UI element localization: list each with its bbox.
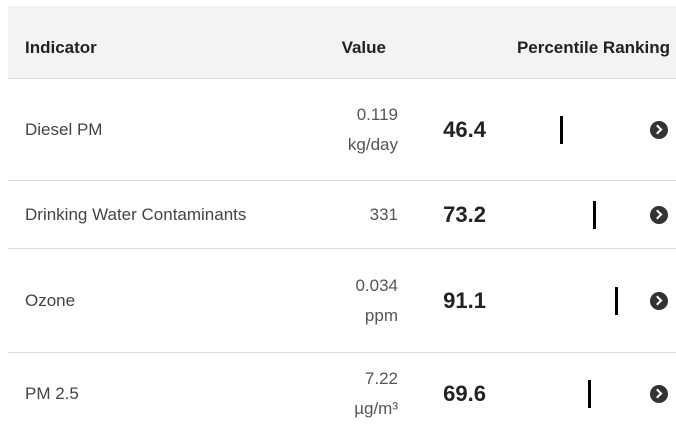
percentile-bar <box>504 287 627 315</box>
value-number: 0.119 <box>356 105 398 124</box>
table-row: PM 2.5 7.22 µg/m³ 69.6 <box>8 352 676 434</box>
indicator-value: 0.034 ppm <box>355 271 398 331</box>
percentile-bar <box>504 116 627 144</box>
details-button[interactable] <box>650 206 668 224</box>
indicator-value: 331 <box>370 200 398 230</box>
header-value: Value <box>341 38 386 57</box>
percentile-number: 73.2 <box>443 202 486 227</box>
indicator-name: Drinking Water Contaminants <box>25 205 247 224</box>
table-row: Drinking Water Contaminants 331 73.2 <box>8 180 676 249</box>
indicator-value: 0.119 kg/day <box>348 100 398 160</box>
value-number: 331 <box>369 205 398 224</box>
indicator-name: PM 2.5 <box>25 383 79 403</box>
percentile-marker <box>614 287 618 315</box>
details-button[interactable] <box>650 292 668 310</box>
table-header: Indicator Value Percentile Ranking <box>8 6 676 78</box>
header-percentile: Percentile Ranking <box>516 38 670 57</box>
percentile-marker <box>588 379 592 408</box>
percentile-number: 46.4 <box>443 117 486 142</box>
percentile-marker <box>559 116 563 144</box>
indicator-name: Ozone <box>25 291 76 310</box>
percentile-number: 69.6 <box>443 380 486 406</box>
value-number: 7.22 <box>364 368 398 388</box>
table-row: Ozone 0.034 ppm 91.1 <box>8 248 676 353</box>
header-indicator: Indicator <box>25 38 97 57</box>
value-unit: µg/m³ <box>354 398 398 418</box>
details-button[interactable] <box>650 384 668 403</box>
indicator-value: 7.22 µg/m³ <box>354 364 398 424</box>
details-button[interactable] <box>650 121 668 139</box>
value-unit: kg/day <box>347 135 398 154</box>
value-number: 0.034 <box>355 276 398 295</box>
percentile-bar <box>504 379 627 408</box>
percentile-bar <box>504 201 627 229</box>
percentile-marker <box>592 201 596 229</box>
value-unit: ppm <box>364 306 398 325</box>
percentile-number: 91.1 <box>443 288 486 313</box>
table-row: Diesel PM 0.119 kg/day 46.4 <box>8 78 676 181</box>
indicator-name: Diesel PM <box>25 120 103 139</box>
